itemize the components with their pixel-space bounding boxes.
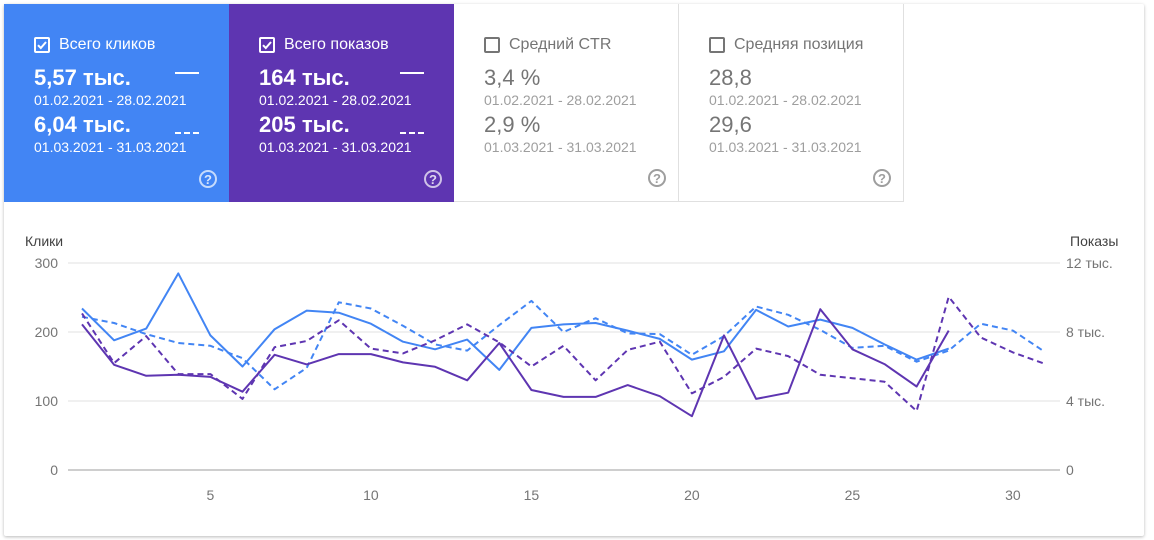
previous-value: 29,6 xyxy=(709,112,752,137)
performance-panel: Всего кликов 5,57 тыс. 01.02.2021 - 28.0… xyxy=(4,4,1144,536)
checkbox-checked-icon[interactable] xyxy=(259,37,275,53)
current-value: 3,4 % xyxy=(484,65,541,90)
card-header: Всего кликов xyxy=(34,34,229,56)
card-header: Средний CTR xyxy=(484,34,678,56)
impressions-dashed-series-line xyxy=(81,295,1046,412)
card-header: Всего показов xyxy=(259,34,454,56)
metric-cards: Всего кликов 5,57 тыс. 01.02.2021 - 28.0… xyxy=(4,4,904,202)
checkbox-unchecked-icon[interactable] xyxy=(709,37,725,53)
card-average-ctr[interactable]: Средний CTR 3,4 % 01.02.2021 - 28.02.202… xyxy=(454,4,679,202)
checkbox-checked-icon[interactable] xyxy=(34,37,50,53)
previous-value: 6,04 тыс. xyxy=(34,112,131,137)
left-axis-label: Клики xyxy=(25,233,64,249)
card-total-clicks[interactable]: Всего кликов 5,57 тыс. 01.02.2021 - 28.0… xyxy=(4,4,229,202)
card-total-impressions[interactable]: Всего показов 164 тыс. 01.02.2021 - 28.0… xyxy=(229,4,454,202)
card-label: Средняя позиция xyxy=(734,36,864,53)
right-tick-label: 4 тыс. xyxy=(1066,393,1105,409)
help-icon[interactable]: ? xyxy=(424,170,442,188)
card-label: Всего кликов xyxy=(59,36,156,53)
dashed-line-legend-icon xyxy=(400,132,424,134)
help-icon[interactable]: ? xyxy=(648,169,666,187)
impressions-solid-series-line xyxy=(81,308,950,418)
x-tick-label: 25 xyxy=(845,487,861,503)
current-value: 164 тыс. xyxy=(259,65,350,90)
left-tick-label: 0 xyxy=(50,462,58,478)
solid-line-legend-icon xyxy=(175,72,199,74)
right-tick-label: 12 тыс. xyxy=(1066,255,1113,271)
card-average-position[interactable]: Средняя позиция 28,8 01.02.2021 - 28.02.… xyxy=(679,4,904,202)
x-tick-label: 30 xyxy=(1005,487,1021,503)
previous-value: 205 тыс. xyxy=(259,112,350,137)
previous-value: 2,9 % xyxy=(484,112,541,137)
card-label: Всего показов xyxy=(284,36,389,53)
x-tick-label: 15 xyxy=(524,487,540,503)
current-value: 5,57 тыс. xyxy=(34,65,131,90)
solid-line-legend-icon xyxy=(400,72,424,74)
right-tick-label: 0 xyxy=(1066,462,1074,478)
right-tick-label: 8 тыс. xyxy=(1066,324,1105,340)
checkbox-unchecked-icon[interactable] xyxy=(484,37,500,53)
x-tick-label: 10 xyxy=(363,487,379,503)
clicks-solid-series-line xyxy=(81,272,950,371)
left-tick-label: 300 xyxy=(35,255,59,271)
x-tick-label: 20 xyxy=(684,487,700,503)
performance-line-chart: 0 0 100 4 тыс. 200 8 тыс. 300 12 тыс. 5 10 15 20 25 3… xyxy=(35,255,1113,503)
current-value: 28,8 xyxy=(709,65,752,90)
card-header: Средняя позиция xyxy=(709,34,903,56)
dashed-line-legend-icon xyxy=(175,132,199,134)
help-icon[interactable]: ? xyxy=(873,169,891,187)
help-icon[interactable]: ? xyxy=(199,170,217,188)
x-tick-label: 5 xyxy=(207,487,215,503)
right-axis-label: Показы xyxy=(1070,233,1119,249)
left-tick-label: 100 xyxy=(35,393,59,409)
card-label: Средний CTR xyxy=(509,36,612,53)
left-tick-label: 200 xyxy=(35,324,59,340)
